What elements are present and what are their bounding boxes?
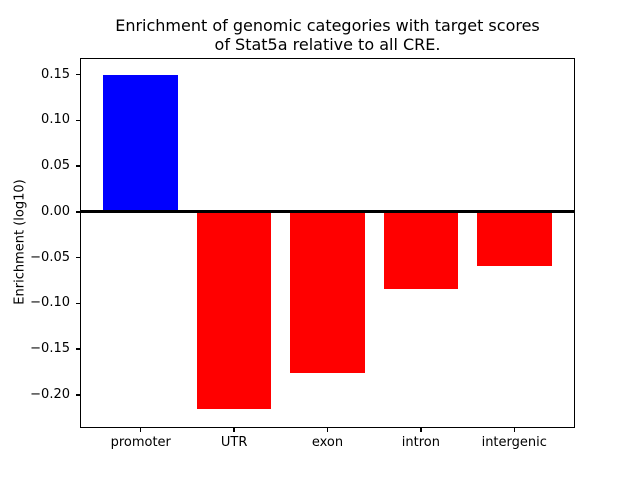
- x-category-label-promoter: promoter: [110, 435, 171, 450]
- y-tick-mark: [76, 119, 80, 122]
- y-axis-label: Enrichment (log10): [12, 179, 28, 305]
- x-category-label-UTR: UTR: [220, 435, 248, 450]
- y-tick-mark: [76, 302, 80, 305]
- bar-intergenic: [476, 211, 552, 266]
- x-category-label-exon: exon: [311, 435, 344, 450]
- y-tick-label: −0.20: [30, 386, 70, 402]
- y-tick-label: 0.15: [41, 66, 70, 82]
- y-tick-mark: [76, 394, 80, 396]
- bar-exon: [290, 211, 365, 373]
- y-tick-mark: [76, 165, 80, 167]
- x-tick-mark-promoter: [140, 427, 142, 432]
- chart-title: Enrichment of genomic categories with ta…: [115, 16, 540, 54]
- y-tick-label: 0.05: [41, 158, 70, 174]
- zero-line: [81, 209, 574, 213]
- y-tick-mark: [76, 348, 80, 350]
- y-tick-mark: [76, 211, 80, 213]
- x-tick-mark-intron: [420, 427, 422, 432]
- y-tick-label: 0.00: [41, 203, 70, 219]
- y-tick-label: −0.05: [30, 249, 70, 265]
- bar-UTR: [196, 211, 272, 409]
- plot-area: promoter UTR exon intron intergenic 0.15 0.10 0…: [30, 58, 575, 450]
- x-tick-mark-intergenic: [513, 427, 515, 432]
- y-tick-label: 0.10: [41, 112, 70, 128]
- y-tick-mark: [76, 256, 80, 259]
- y-tick-label: −0.15: [30, 341, 70, 357]
- x-category-label-intergenic: intergenic: [481, 435, 547, 450]
- y-tick-mark: [76, 73, 80, 76]
- x-tick-mark-UTR: [233, 427, 235, 432]
- bar-intron: [383, 211, 459, 289]
- bar-promoter: [103, 74, 179, 212]
- x-tick-mark-exon: [326, 427, 329, 432]
- x-category-label-intron: intron: [401, 435, 440, 450]
- y-tick-label: −0.10: [30, 295, 70, 311]
